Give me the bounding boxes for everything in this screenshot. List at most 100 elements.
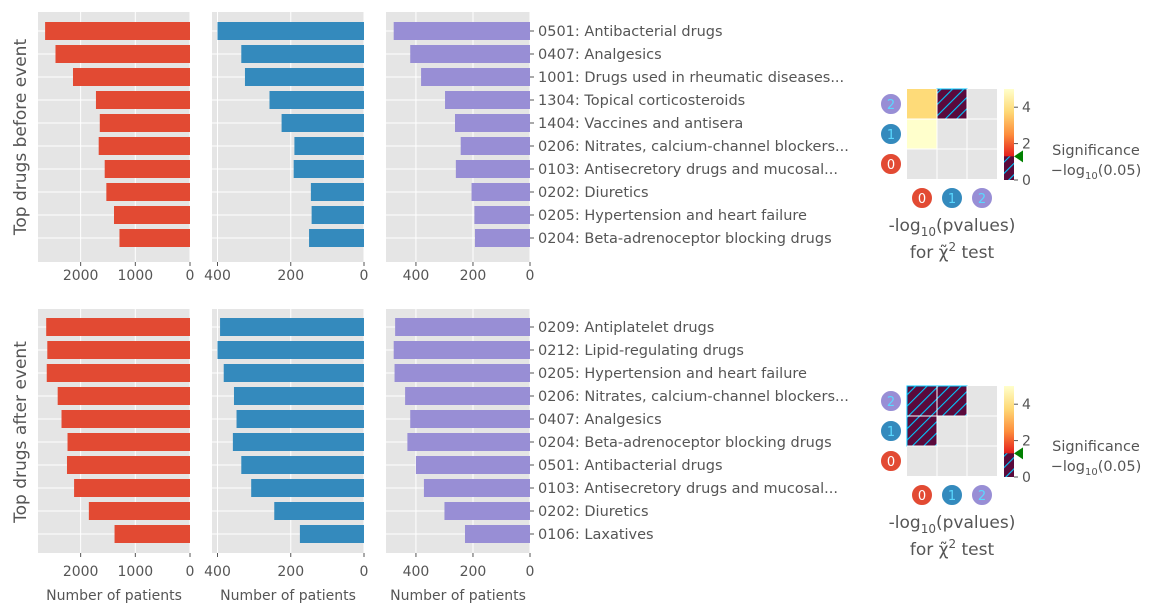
category-label: 0106: Laxatives xyxy=(538,527,654,543)
group-marker-label: 0 xyxy=(918,192,926,207)
significance-marker xyxy=(1014,447,1023,460)
bar xyxy=(474,206,530,224)
category-label: 0206: Nitrates, calcium-channel blockers… xyxy=(538,389,849,405)
group-marker-x xyxy=(970,483,994,507)
group-marker-label: 2 xyxy=(978,489,986,504)
group-marker-label: 2 xyxy=(887,395,895,410)
bar xyxy=(444,502,530,520)
bar xyxy=(57,387,190,405)
group-marker-x xyxy=(940,483,964,507)
heatmap-cell-significant xyxy=(936,385,968,417)
bar-panel-1: 400 200 0 xyxy=(204,12,368,284)
heatmap-xlabel-line2: for χ̃2 test xyxy=(910,240,995,263)
colorbar-gradient xyxy=(1004,386,1014,477)
bar xyxy=(99,114,190,132)
x-axis-label: Number of patients xyxy=(390,588,526,604)
bar xyxy=(232,433,364,451)
heatmap-cell-significant xyxy=(906,415,938,447)
group-marker-label: 1 xyxy=(887,425,895,440)
bar xyxy=(299,525,364,543)
bar xyxy=(455,114,530,132)
group-marker-y xyxy=(879,419,903,443)
significance-threshold-label: −log10(0.05) xyxy=(1051,459,1142,478)
bar xyxy=(45,22,191,40)
bar xyxy=(294,137,364,155)
group-marker-x xyxy=(940,186,964,210)
x-tick-label: 400 xyxy=(204,564,231,580)
x-tick-label: 0 xyxy=(186,564,195,580)
group-marker-x xyxy=(910,483,934,507)
bar xyxy=(98,137,190,155)
bar xyxy=(88,502,190,520)
bar xyxy=(72,68,190,86)
colorbar-gradient xyxy=(1004,89,1014,180)
category-label: 0202: Diuretics xyxy=(538,185,649,201)
heatmap-xlabel-line1: -log10(pvalues) xyxy=(889,513,1016,536)
colorbar: 0 2 4 Significance −log10(0.05) xyxy=(1004,89,1141,189)
group-marker-label: 0 xyxy=(918,489,926,504)
bar xyxy=(241,45,364,63)
x-tick-label: 400 xyxy=(204,268,231,284)
heatmap-xlabel-line2: for χ̃2 test xyxy=(910,537,995,560)
x-axis-label: Number of patients xyxy=(220,588,356,604)
category-label: 0103: Antisecretory drugs and mucosal... xyxy=(538,481,838,497)
colorbar-tick-label: 4 xyxy=(1022,100,1031,116)
bar xyxy=(233,387,364,405)
bar xyxy=(66,456,190,474)
bar xyxy=(217,341,364,359)
colorbar-tick-label: 4 xyxy=(1022,397,1031,413)
x-axis-label: Number of patients xyxy=(46,588,182,604)
category-label: 0209: Antiplatelet drugs xyxy=(538,320,714,336)
heatmap-xlabel-line1: -log10(pvalues) xyxy=(889,216,1016,239)
colorbar-tick-label: 2 xyxy=(1022,137,1031,153)
significance-label: Significance xyxy=(1052,143,1140,159)
category-label: 0212: Lipid-regulating drugs xyxy=(538,343,744,359)
colorbar: 0 2 4 Significance −log10(0.05) xyxy=(1004,386,1141,486)
heatmap-cell-significant xyxy=(906,385,938,417)
colorbar-significance-band xyxy=(1004,453,1014,477)
bar xyxy=(241,456,364,474)
x-tick-label: 200 xyxy=(460,268,487,284)
bar xyxy=(67,433,190,451)
group-marker-y xyxy=(879,152,903,176)
bar xyxy=(309,229,364,247)
significance-label: Significance xyxy=(1052,439,1140,455)
bar xyxy=(46,318,190,336)
colorbar-tick-label: 0 xyxy=(1022,173,1031,189)
group-marker-y xyxy=(879,449,903,473)
x-tick-label: 400 xyxy=(403,268,430,284)
bar xyxy=(274,502,364,520)
bar xyxy=(455,160,530,178)
group-marker-y xyxy=(879,122,903,146)
bar xyxy=(244,68,364,86)
category-label: 0204: Beta-adrenoceptor blocking drugs xyxy=(538,435,832,451)
bar xyxy=(464,525,530,543)
x-tick-label: 200 xyxy=(277,268,304,284)
colorbar-significance-band xyxy=(1004,156,1014,180)
group-marker-y xyxy=(879,389,903,413)
bar xyxy=(445,91,530,109)
bar xyxy=(46,364,191,382)
bar xyxy=(106,183,190,201)
x-tick-label: 0 xyxy=(526,268,535,284)
bar-panel-0: 2000 1000 0 xyxy=(38,12,194,284)
x-tick-label: 0 xyxy=(186,268,195,284)
bar xyxy=(95,91,190,109)
bar xyxy=(55,45,191,63)
category-label: 0407: Analgesics xyxy=(538,47,662,63)
category-label: 1304: Topical corticosteroids xyxy=(538,93,745,109)
group-marker-label: 1 xyxy=(948,489,956,504)
x-tick-label: 1000 xyxy=(118,268,154,284)
colorbar-tick-label: 2 xyxy=(1022,434,1031,450)
bar xyxy=(410,45,530,63)
category-label: 1404: Vaccines and antisera xyxy=(538,116,743,132)
group-marker-label: 1 xyxy=(948,192,956,207)
group-marker-y xyxy=(879,92,903,116)
category-label: 0206: Nitrates, calcium-channel blockers… xyxy=(538,139,849,155)
bar xyxy=(393,341,530,359)
bar xyxy=(251,479,364,497)
